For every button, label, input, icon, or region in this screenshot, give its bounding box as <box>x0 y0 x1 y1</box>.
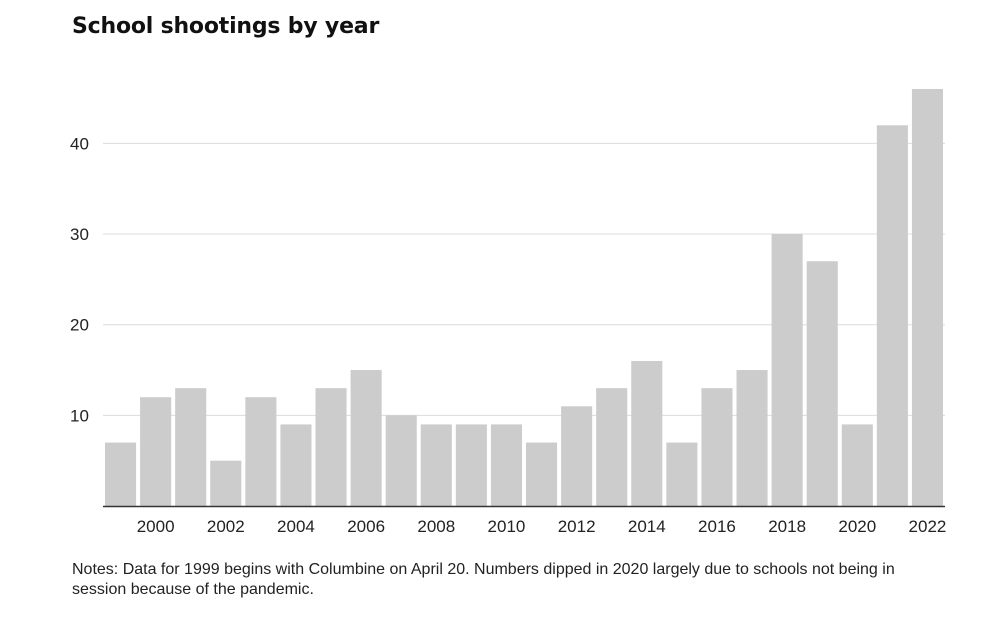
bar-chart: 10 20 30 40 2000 2002 2004 2006 2008 2010 2012 201… <box>70 89 947 536</box>
bars <box>105 89 943 507</box>
x-tick-label: 2010 <box>488 517 526 536</box>
bar-2011 <box>526 442 558 506</box>
y-tick-label: 30 <box>70 225 89 244</box>
bar-2007 <box>385 415 417 506</box>
bar-1999 <box>105 442 137 506</box>
x-tick-label: 2012 <box>558 517 596 536</box>
bar-2014 <box>631 360 663 506</box>
x-tick-label: 2018 <box>768 517 806 536</box>
x-tick-label: 2004 <box>277 517 315 536</box>
bar-2013 <box>596 388 628 506</box>
bar-2015 <box>666 442 698 506</box>
bar-2022 <box>911 89 943 506</box>
x-tick-label: 2020 <box>838 517 876 536</box>
x-tick-label: 2016 <box>698 517 736 536</box>
bar-2001 <box>175 388 207 506</box>
x-tick-label: 2006 <box>347 517 385 536</box>
bar-2006 <box>350 370 382 506</box>
bar-2008 <box>420 424 452 506</box>
x-tick-label: 2000 <box>137 517 175 536</box>
bar-2017 <box>736 370 768 506</box>
x-tick-label: 2014 <box>628 517 666 536</box>
bar-2018 <box>771 234 803 507</box>
bar-2016 <box>701 388 733 506</box>
bar-2002 <box>210 460 242 506</box>
chart-title: School shootings by year <box>72 14 380 39</box>
y-tick-label: 40 <box>70 134 89 153</box>
bar-2000 <box>140 397 172 506</box>
bar-2010 <box>490 424 522 506</box>
bar-2012 <box>561 406 593 506</box>
chart-notes: Notes: Data for 1999 begins with Columbi… <box>72 561 895 598</box>
x-tick-label: 2002 <box>207 517 245 536</box>
x-tick-label: 2008 <box>417 517 455 536</box>
gridlines <box>103 142 945 416</box>
bar-2021 <box>876 125 908 507</box>
x-tick-label: 2022 <box>909 517 947 536</box>
y-axis-ticks: 10 20 30 40 <box>70 134 89 425</box>
x-axis-ticks: 2000 2002 2004 2006 2008 2010 2012 2014 2016 2018… <box>137 517 947 536</box>
y-tick-label: 10 <box>70 406 89 425</box>
bar-2003 <box>245 397 277 506</box>
bar-2005 <box>315 388 347 506</box>
bar-2019 <box>806 261 838 506</box>
bar-2009 <box>455 424 487 506</box>
bar-2004 <box>280 424 312 506</box>
y-tick-label: 20 <box>70 316 89 335</box>
bar-2020 <box>841 424 873 506</box>
